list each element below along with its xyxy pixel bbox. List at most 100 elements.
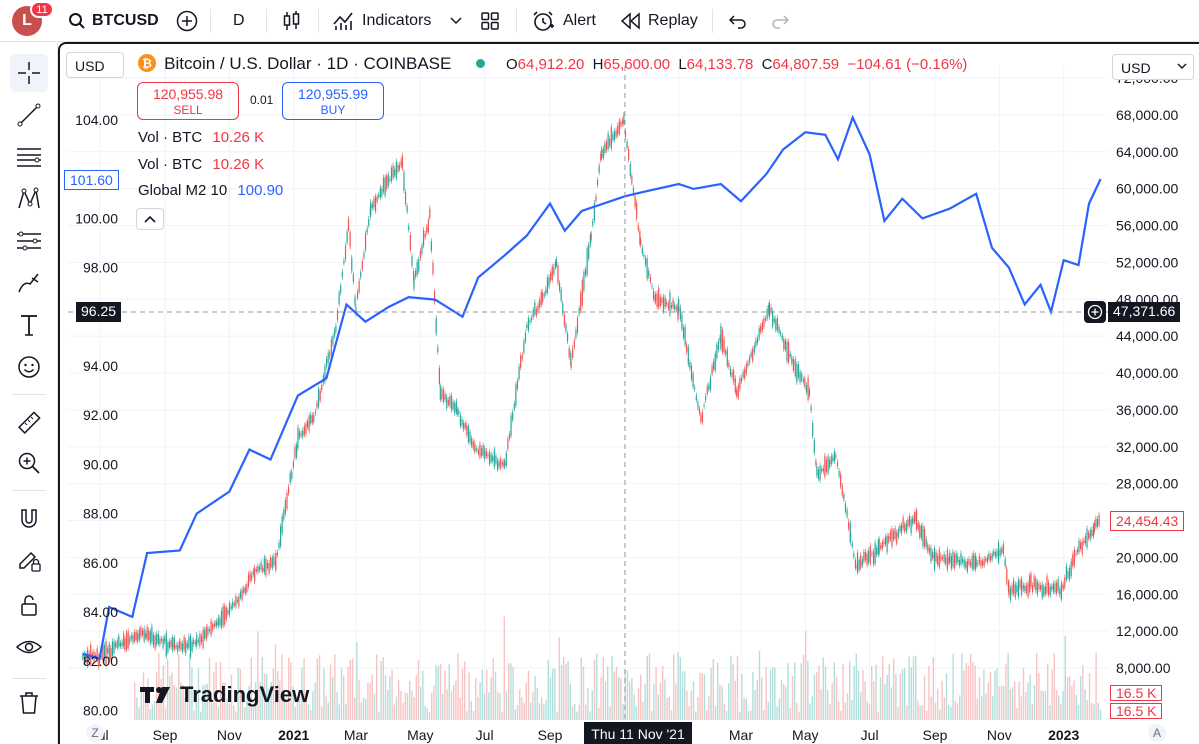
candle-body [923,529,926,547]
pattern-tool[interactable] [10,180,48,218]
layouts-button[interactable] [480,0,500,42]
candle-body [963,559,965,567]
hide-drawings-tool[interactable] [10,628,48,666]
text-tool[interactable] [10,306,48,344]
volume-bar [527,670,530,720]
symbol-legend[interactable]: ₿ Bitcoin / U.S. Dollar · 1D · COINBASE [138,54,485,74]
volume-bar [851,699,853,720]
auto-scale-button[interactable]: A [1148,724,1166,742]
candle-body [714,353,716,371]
alert-button[interactable]: Alert [531,0,596,42]
m2-legend[interactable]: Global M2 10 100.90 [138,182,283,199]
candle-body [805,385,808,393]
candle-body [371,204,373,209]
volume-bar [761,677,763,720]
buy-button[interactable]: 120,955.99 BUY [282,82,384,120]
volume-bar [437,666,439,720]
collapse-legend-button[interactable] [136,208,164,230]
undo-button[interactable] [728,0,748,42]
divider [266,9,267,33]
candle-body [387,174,389,186]
candle-body [736,389,738,397]
volume-bar [178,654,180,720]
volume-bar [864,681,866,720]
crosshair-tool[interactable] [10,54,48,92]
volume-bar [508,663,510,720]
volume-bar [899,673,901,720]
eye-icon [15,640,43,654]
symbol-search[interactable]: BTCUSD [68,0,159,42]
indicators-button[interactable]: Indicators [332,0,431,42]
candle-body [891,528,893,547]
candle-body [263,557,265,573]
candle-body [1022,584,1024,590]
candle-body [1033,576,1035,587]
candle-body [344,245,347,260]
candle-body [490,454,492,462]
currency-select-right[interactable]: USD [1112,54,1194,80]
volume-bar [402,703,404,720]
price-chart[interactable]: 104.00100.0098.0096.0094.0092.0090.0088.… [60,44,1199,744]
candle-body [761,322,763,331]
replay-label: Replay [648,12,698,29]
volume-bar [732,663,734,720]
candle-body [404,192,407,205]
candle-body [810,406,812,411]
volume-bar [787,663,789,720]
candle-body [725,350,727,355]
sell-button[interactable]: 120,955.98 SELL [137,82,239,120]
zoom-reset-button[interactable]: Z [86,724,104,742]
divider [12,490,46,491]
candle-body [907,519,909,528]
volume-bar [246,693,248,720]
volume-legend-2[interactable]: Vol · BTC 10.26 K [138,156,264,173]
lock-drawings-tool[interactable] [10,542,48,580]
measure-tool[interactable] [10,404,48,442]
brush-tool[interactable] [10,264,48,302]
candle-body [844,503,847,512]
volume-legend-1[interactable]: Vol · BTC 10.26 K [138,129,264,146]
volume-bar [450,691,453,720]
forecast-tool[interactable] [10,222,48,260]
add-alert-button[interactable] [1084,301,1106,323]
candle-body [212,624,214,630]
compare-button[interactable] [176,0,198,42]
candle-body [560,289,562,301]
candle-body [784,340,787,350]
candle-body [584,269,587,276]
currency-select-left[interactable]: USD [66,52,124,78]
zoom-tool[interactable] [10,444,48,482]
lock-tool[interactable] [10,586,48,624]
interval-button[interactable]: D [233,0,245,42]
remove-drawings-tool[interactable] [10,684,48,722]
candle-body [510,415,512,436]
replay-button[interactable]: Replay [620,0,698,42]
candle-body [778,326,780,333]
trend-line-icon [17,103,41,127]
chart-type-button[interactable] [282,0,302,42]
candle-body [325,358,328,367]
candle-body [917,523,919,530]
volume-bar [890,687,893,720]
magnet-tool[interactable] [10,500,48,538]
indicators-menu-button[interactable] [450,0,462,42]
candle-body [537,304,539,312]
volume-bar [1055,690,1058,720]
candle-body [601,148,603,158]
redo-button[interactable] [770,0,790,42]
candle-body [554,261,557,268]
candle-body [667,303,669,309]
volume-bar [937,688,939,720]
volume-bar [514,709,516,720]
candle-body [235,596,237,607]
volume-bar [241,690,244,720]
volume-bar [824,666,827,720]
candle-body [262,567,264,572]
emoji-tool[interactable] [10,348,48,386]
trend-line-tool[interactable] [10,96,48,134]
candle-body [360,271,362,278]
candle-body [366,228,368,233]
fib-tool[interactable] [10,138,48,176]
candle-body [950,556,952,569]
chart-pane[interactable]: 104.00100.0098.0096.0094.0092.0090.0088.… [58,42,1199,744]
